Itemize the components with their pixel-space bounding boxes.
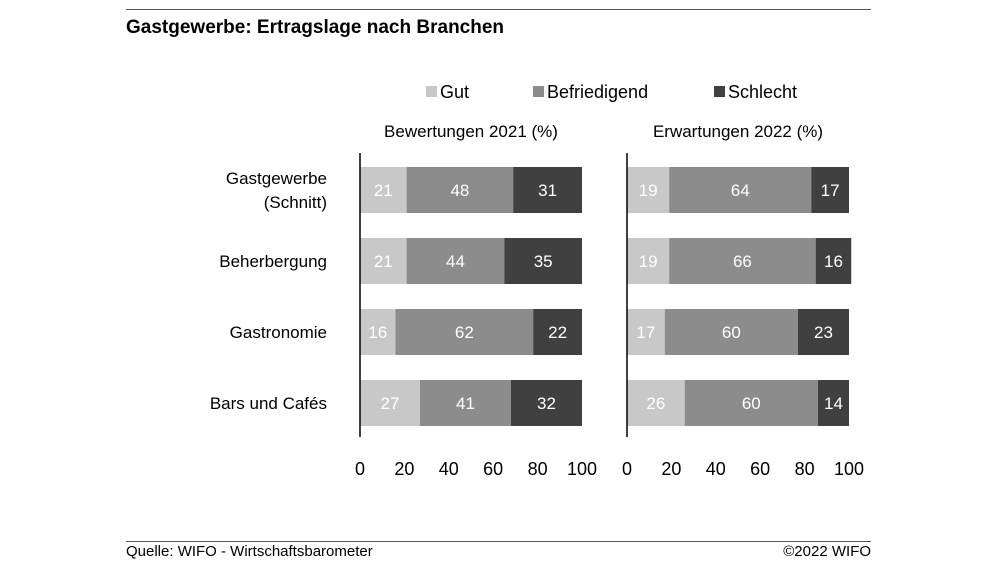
bar-segment-schlecht: [797, 309, 849, 355]
legend-label-gut: Gut: [440, 82, 469, 102]
x-tick-label: 0: [355, 459, 365, 479]
bar-segment-schlecht: [510, 380, 582, 426]
data-label: 19: [639, 181, 658, 200]
bar-segment-schlecht: [513, 167, 582, 213]
x-tick-label: 40: [706, 459, 726, 479]
data-label: 60: [722, 323, 741, 342]
x-tick-label: 20: [661, 459, 681, 479]
chart-title: Gastgewerbe: Ertragslage nach Branchen: [126, 17, 505, 38]
bar-segment-schlecht: [504, 238, 582, 284]
panel-title: Bewertungen 2021 (%): [384, 122, 558, 141]
x-tick-label: 100: [834, 459, 864, 479]
category-label: (Schnitt): [264, 193, 327, 212]
data-label: 48: [450, 181, 469, 200]
bar-segment-gut: [627, 167, 670, 213]
source-note: Quelle: WIFO - Wirtschaftsbarometer: [126, 543, 373, 560]
bar-segment-schlecht: [811, 167, 849, 213]
bar-segment-gut: [360, 238, 407, 284]
data-label: 44: [446, 252, 465, 271]
bar-segment-gut: [360, 309, 396, 355]
bar-segment-schlecht: [533, 309, 582, 355]
category-label: Gastgewerbe: [226, 169, 327, 188]
data-label: 64: [731, 181, 750, 200]
data-label: 22: [548, 323, 567, 342]
data-label: 16: [824, 252, 843, 271]
bar-segment-gut: [360, 380, 420, 426]
data-label: 62: [455, 323, 474, 342]
bottom-rule: [126, 541, 871, 542]
category-label: Beherbergung: [219, 252, 327, 271]
x-tick-label: 40: [439, 459, 459, 479]
bar-segment-befriedigend: [669, 238, 816, 284]
x-tick-label: 20: [394, 459, 414, 479]
bar-segment-befriedigend: [684, 380, 818, 426]
bar-segment-gut: [360, 167, 407, 213]
legend-swatch-schlecht: [714, 86, 725, 97]
data-label: 17: [636, 323, 655, 342]
bar-segment-befriedigend: [419, 380, 511, 426]
x-tick-label: 100: [567, 459, 597, 479]
data-label: 23: [814, 323, 833, 342]
bar-segment-schlecht: [815, 238, 852, 284]
bar-segment-befriedigend: [406, 238, 505, 284]
data-label: 21: [374, 181, 393, 200]
data-label: 60: [742, 394, 761, 413]
x-tick-label: 80: [795, 459, 815, 479]
bar-segment-befriedigend: [395, 309, 534, 355]
data-label: 31: [538, 181, 557, 200]
data-label: 17: [821, 181, 840, 200]
bar-segment-befriedigend: [406, 167, 514, 213]
bar-segment-schlecht: [817, 380, 849, 426]
data-label: 41: [456, 394, 475, 413]
bar-segment-gut: [627, 309, 665, 355]
panel-title: Erwartungen 2022 (%): [653, 122, 823, 141]
legend-swatch-befriedigend: [533, 86, 544, 97]
data-label: 19: [639, 252, 658, 271]
data-label: 14: [824, 394, 843, 413]
bar-segment-gut: [627, 238, 670, 284]
copyright-note: ©2022 WIFO: [783, 543, 871, 560]
x-tick-label: 80: [528, 459, 548, 479]
data-label: 21: [374, 252, 393, 271]
x-tick-label: 60: [750, 459, 770, 479]
x-tick-label: 0: [622, 459, 632, 479]
legend-label-befriedigend: Befriedigend: [547, 82, 648, 102]
data-label: 32: [537, 394, 556, 413]
data-label: 16: [368, 323, 387, 342]
bar-segment-befriedigend: [664, 309, 798, 355]
x-tick-label: 60: [483, 459, 503, 479]
data-label: 35: [534, 252, 553, 271]
data-label: 66: [733, 252, 752, 271]
bar-segment-befriedigend: [669, 167, 812, 213]
category-label: Bars und Cafés: [210, 394, 327, 413]
data-label: 26: [646, 394, 665, 413]
legend-label-schlecht: Schlecht: [728, 82, 797, 102]
legend-swatch-gut: [426, 86, 437, 97]
data-label: 27: [381, 394, 400, 413]
bar-segment-gut: [627, 380, 685, 426]
category-label: Gastronomie: [230, 323, 327, 342]
top-rule: [126, 9, 871, 10]
